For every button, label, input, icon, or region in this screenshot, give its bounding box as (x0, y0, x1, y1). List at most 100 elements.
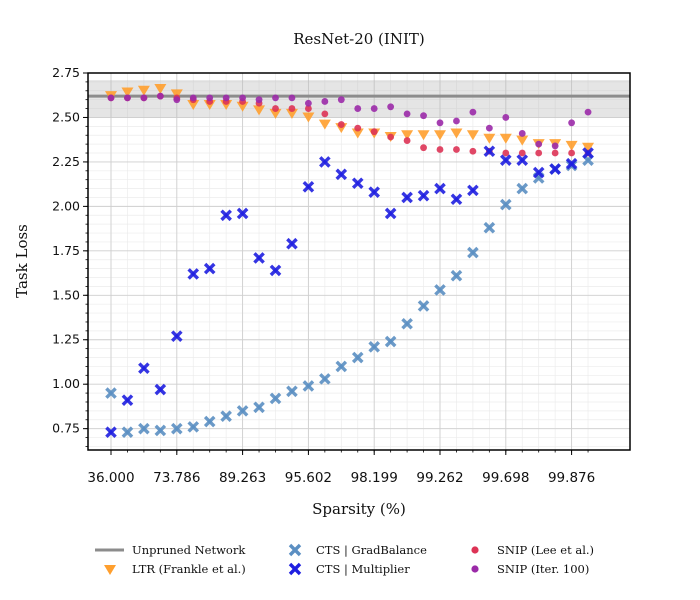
point-ltr-frankle-et-al (302, 112, 315, 123)
point-cts-gradbalance (302, 380, 315, 392)
point-snip-iter-100 (239, 94, 247, 102)
point-cts-multiplier (565, 157, 578, 170)
point-snip-iter-100 (288, 94, 296, 102)
point-cts-gradbalance (286, 385, 298, 398)
y-tick-label: 0.75 (52, 421, 80, 436)
point-snip-iter-100 (568, 119, 575, 127)
plot-frame (87, 72, 631, 451)
y-tick-label: 2.00 (52, 198, 80, 213)
point-ltr-frankle-et-al (170, 89, 183, 100)
point-snip-lee-et-al (337, 121, 345, 128)
point-cts-multiplier (499, 154, 512, 166)
point-snip-lee-et-al (453, 146, 460, 153)
point-cts-gradbalance (434, 284, 446, 296)
y-tick-label: 2.25 (52, 154, 80, 169)
point-cts-gradbalance (516, 182, 529, 195)
point-cts-gradbalance (253, 401, 265, 414)
point-snip-iter-100 (551, 142, 559, 150)
point-ltr-frankle-et-al (253, 105, 266, 116)
point-snip-lee-et-al (370, 128, 378, 136)
legend-snip-iter-label: SNIP (Iter. 100) (497, 562, 589, 576)
point-cts-gradbalance (351, 351, 364, 364)
point-snip-lee-et-al (568, 149, 575, 157)
point-cts-multiplier (253, 252, 265, 264)
point-ltr-frankle-et-al (450, 128, 463, 139)
point-snip-lee-et-al (436, 146, 444, 153)
x-tick-label: 95.602 (285, 470, 332, 486)
legend-ltr-label: LTR (Frankle et al.) (132, 562, 246, 576)
point-ltr-frankle-et-al (187, 100, 200, 111)
point-snip-lee-et-al (403, 137, 411, 144)
point-cts-gradbalance (138, 422, 150, 435)
point-snip-iter-100 (354, 105, 362, 112)
point-cts-multiplier (121, 394, 134, 407)
x-tick-label: 99.876 (548, 470, 595, 486)
legend-snip-marker (471, 546, 479, 554)
point-snip-iter-100 (124, 94, 131, 102)
x-tick-label: 99.698 (482, 470, 529, 486)
point-snip-iter-100 (321, 98, 329, 105)
point-cts-gradbalance (269, 392, 282, 405)
point-cts-gradbalance (121, 426, 134, 439)
point-cts-multiplier (286, 237, 298, 250)
point-snip-iter-100 (140, 94, 148, 102)
point-cts-multiplier (516, 154, 529, 166)
point-snip-iter-100 (206, 94, 214, 102)
point-cts-gradbalance (220, 410, 232, 423)
point-cts-multiplier (483, 145, 496, 158)
point-ltr-frankle-et-al (236, 101, 249, 112)
point-cts-multiplier (417, 189, 430, 202)
point-ltr-frankle-et-al (582, 142, 595, 153)
point-cts-multiplier (434, 182, 446, 195)
y-tick-label: 1.00 (52, 376, 80, 391)
point-snip-lee-et-al (387, 133, 395, 141)
point-snip-lee-et-al (502, 149, 510, 157)
point-snip-iter-100 (502, 114, 510, 121)
point-ltr-frankle-et-al (434, 130, 446, 141)
point-cts-multiplier (532, 166, 545, 179)
point-cts-multiplier (401, 191, 413, 204)
point-ltr-frankle-et-al (351, 128, 364, 139)
point-cts-gradbalance (467, 246, 479, 259)
point-cts-multiplier (269, 264, 282, 277)
legend-ltr-marker (104, 565, 116, 575)
point-cts-multiplier (154, 383, 167, 396)
point-ltr-frankle-et-al (318, 119, 331, 130)
y-tick-label: 1.25 (52, 332, 80, 347)
point-snip-iter-100 (107, 94, 115, 102)
unpruned-network-band (88, 80, 630, 118)
point-ltr-frankle-et-al (269, 108, 282, 119)
x-tick-label: 36.000 (87, 470, 134, 486)
point-cts-multiplier (582, 147, 594, 159)
point-cts-gradbalance (368, 341, 381, 353)
point-cts-multiplier (384, 207, 397, 220)
point-ltr-frankle-et-al (121, 87, 134, 98)
plot-area: 0.75 1.00 1.25 1.50 1.75 2.00 2.25 2.50 2.75 36.0… (52, 65, 631, 486)
x-tick-label: 89.263 (219, 470, 266, 486)
point-cts-gradbalance (450, 269, 463, 282)
point-ltr-frankle-et-al (154, 84, 167, 95)
point-ltr-frankle-et-al (565, 140, 578, 151)
y-tick-label: 1.50 (52, 287, 80, 302)
point-cts-multiplier (351, 177, 364, 190)
legend-multiplier-label: CTS | Multiplier (316, 562, 410, 577)
point-snip-lee-et-al (354, 124, 362, 132)
point-cts-multiplier (187, 268, 200, 280)
point-ltr-frankle-et-al (499, 133, 512, 144)
legend-snip-iter-marker (471, 565, 479, 573)
point-cts-gradbalance (236, 405, 249, 417)
legend-unpruned-network-label: Unpruned Network (132, 543, 246, 557)
point-snip-iter-100 (305, 99, 312, 107)
point-snip-lee-et-al (518, 149, 526, 157)
point-cts-gradbalance (105, 387, 117, 399)
point-cts-gradbalance (187, 421, 200, 433)
point-snip-iter-100 (420, 112, 427, 120)
point-cts-multiplier (138, 362, 150, 375)
x-axis-label: Sparsity (%) (312, 500, 406, 518)
point-snip-iter-100 (222, 94, 230, 102)
point-cts-multiplier (236, 207, 249, 220)
point-snip-lee-et-al (305, 105, 312, 112)
point-ltr-frankle-et-al (285, 108, 298, 119)
point-snip-iter-100 (189, 94, 197, 102)
